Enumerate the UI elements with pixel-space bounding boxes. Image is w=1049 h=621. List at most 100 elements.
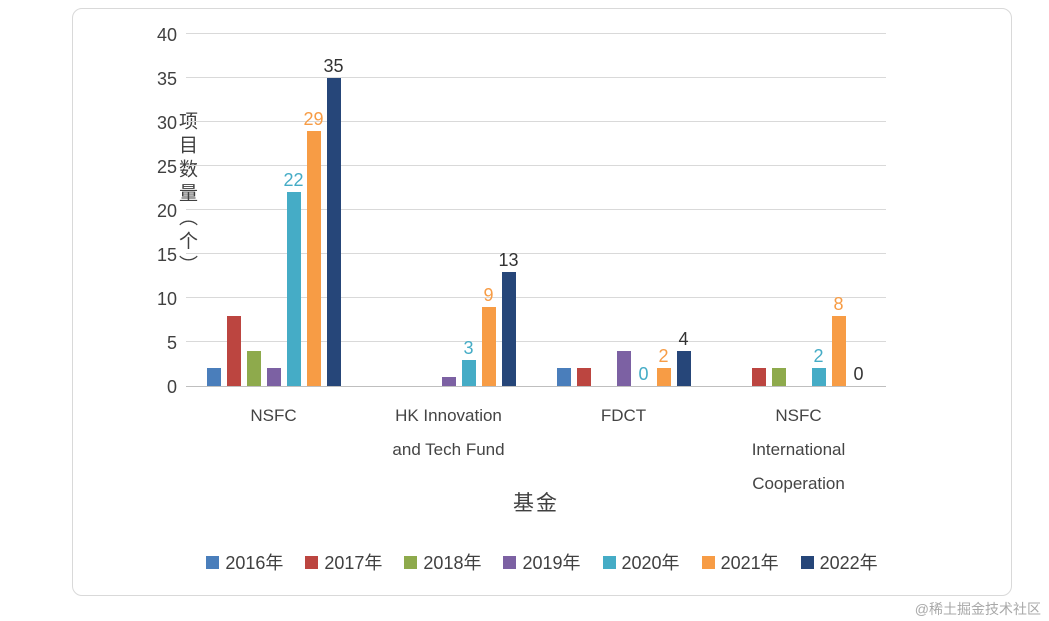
category-label: FDCT <box>600 406 647 425</box>
legend-item: 2019年 <box>503 549 581 575</box>
gridline <box>186 121 886 122</box>
legend-item: 2020年 <box>602 549 680 575</box>
chart-panel: 项目数量（个） 0 5 10 15 20 25 30 35 40 22 29 35 3 9 13 0 2 4 2 8… <box>72 8 1012 596</box>
watermark: @稀土掘金技术社区 <box>914 601 1041 617</box>
bar-value-label: 0 <box>853 364 864 384</box>
bar-value-label: 0 <box>638 364 649 384</box>
bar-value-label: 8 <box>833 293 844 314</box>
bar <box>461 359 476 386</box>
bar-value-label: 35 <box>323 56 344 76</box>
legend-swatch <box>602 555 616 569</box>
bar-group: 3 9 13 <box>361 35 536 386</box>
bar-group: 2 8 0 <box>711 35 886 386</box>
bar <box>441 377 456 386</box>
bar <box>676 350 691 386</box>
legend-label: 2016年 <box>225 553 284 573</box>
y-tick-label: 30 <box>156 113 177 133</box>
bar-column <box>616 35 631 386</box>
bar <box>206 368 221 386</box>
bar-column: 35 <box>323 35 344 386</box>
y-tick-label: 35 <box>156 69 177 89</box>
bar-column <box>751 35 766 386</box>
legend-swatch <box>206 555 220 569</box>
bar-value-label: 29 <box>303 108 324 129</box>
legend-label: 2018年 <box>423 553 482 573</box>
legend: 2016年 2017年 2018年 2019年 2020年 2021年 2022年 <box>73 549 1011 575</box>
bar <box>286 192 301 386</box>
bar-column <box>732 35 746 386</box>
bar-group: 22 29 35 <box>186 35 361 386</box>
bar-value-label: 4 <box>678 328 689 349</box>
bar-value-label: 22 <box>283 170 304 191</box>
bar <box>771 368 786 386</box>
bar <box>266 368 281 386</box>
bar-column <box>266 35 281 386</box>
bar-column: 8 <box>831 35 846 386</box>
bar <box>576 368 591 386</box>
y-tick-label: 20 <box>156 201 177 221</box>
legend-label: 2022年 <box>819 553 878 573</box>
bar <box>246 350 261 386</box>
bar-value-label: 9 <box>483 284 494 305</box>
bar-column: 22 <box>283 35 304 386</box>
legend-swatch <box>503 555 517 569</box>
bar <box>501 271 516 386</box>
bar-column <box>556 35 571 386</box>
bar-column <box>771 35 786 386</box>
legend-label: 2020年 <box>621 553 680 573</box>
bar-column <box>422 35 436 386</box>
legend-swatch <box>701 555 715 569</box>
bar <box>326 78 341 386</box>
x-axis-title: 基金 <box>513 492 559 515</box>
bar-column <box>246 35 261 386</box>
legend-label: 2017年 <box>324 553 383 573</box>
category-label: NSFC <box>250 406 297 425</box>
bar-column <box>226 35 241 386</box>
bar-value-label: 3 <box>463 337 474 358</box>
bar <box>751 368 766 386</box>
legend-item: 2016年 <box>206 549 283 575</box>
bar-column <box>792 35 806 386</box>
bar <box>616 350 631 386</box>
bar-column: 4 <box>676 35 691 386</box>
plot-area: 22 29 35 3 9 13 0 2 4 2 8 0 <box>186 33 886 387</box>
bar <box>656 368 671 386</box>
bar-column: 9 <box>481 35 496 386</box>
y-tick-label: 10 <box>156 289 177 309</box>
x-axis-categories: NSFC HK Innovation and Tech Fund FDCT NSFC In… <box>186 399 886 501</box>
gridline <box>186 165 886 166</box>
bar-column: 2 <box>811 35 826 386</box>
bar-column <box>206 35 221 386</box>
gridline <box>186 33 886 34</box>
bar-column: 0 <box>637 35 651 386</box>
bar-value-label: 2 <box>813 346 824 367</box>
gridline <box>186 297 886 298</box>
legend-item: 2017年 <box>305 549 382 575</box>
category-label: NSFC International Cooperation <box>751 406 846 493</box>
legend-item: 2018年 <box>404 549 481 575</box>
y-tick-label: 5 <box>166 333 177 353</box>
bar-column: 3 <box>461 35 476 386</box>
bar <box>226 315 241 386</box>
legend-swatch <box>305 555 319 569</box>
bar-groups: 22 29 35 3 9 13 0 2 4 2 8 0 <box>186 35 886 386</box>
gridline <box>186 77 886 78</box>
legend-label: 2019年 <box>522 553 581 573</box>
bar-column <box>441 35 456 386</box>
bar-column <box>382 35 396 386</box>
bar-column: 0 <box>852 35 866 386</box>
category-label: HK Innovation and Tech Fund <box>392 406 505 459</box>
y-tick-label: 15 <box>156 245 177 265</box>
legend-item: 2021年 <box>701 549 779 575</box>
bar-column <box>597 35 611 386</box>
y-tick-label: 25 <box>156 157 177 177</box>
bar-column: 13 <box>498 35 519 386</box>
bar-column: 29 <box>303 35 324 386</box>
bar <box>306 130 321 386</box>
y-axis-ticks: 0 5 10 15 20 25 30 35 40 <box>131 26 177 396</box>
legend-label: 2021年 <box>720 553 779 573</box>
gridline <box>186 341 886 342</box>
gridline <box>186 253 886 254</box>
bar-column <box>402 35 416 386</box>
